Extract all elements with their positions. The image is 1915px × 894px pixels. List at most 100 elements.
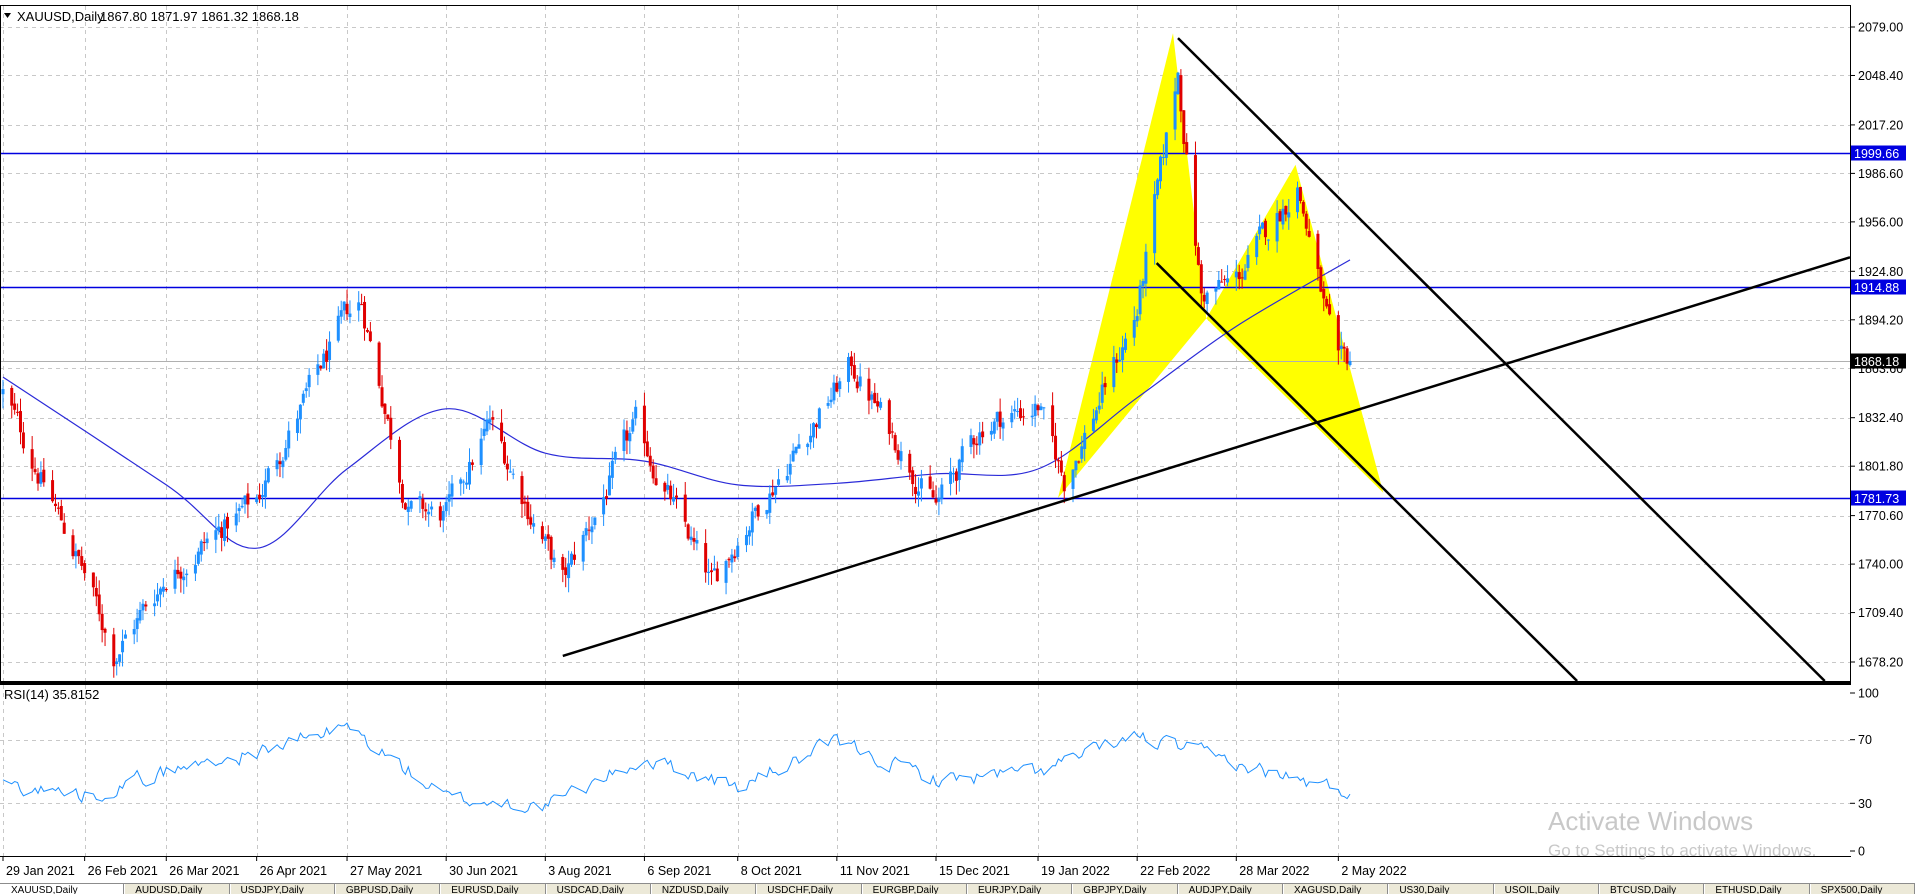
candle-body [919, 478, 923, 489]
candle-body [409, 501, 413, 509]
price-tick-label: 1924.80 [1858, 265, 1903, 279]
level-badge-label: 1914.88 [1854, 281, 1899, 295]
activation-watermark-subtitle: Go to Settings to activate Windows. [1548, 841, 1816, 860]
collapse-triangle-icon[interactable] [4, 13, 11, 18]
candle-body [185, 573, 189, 576]
time-tick-label: 27 May 2021 [350, 864, 422, 878]
candle-body [1016, 411, 1020, 413]
candle-body [1071, 469, 1075, 489]
candle-body [1237, 272, 1241, 280]
harmonic-pattern [1058, 33, 1384, 499]
rsi-line-path [2, 722, 1351, 814]
candle-body [890, 431, 894, 433]
rsi-panel[interactable] [0, 685, 1850, 856]
pattern-xab[interactable] [1058, 33, 1207, 499]
support-trendline[interactable] [562, 256, 1851, 658]
candle-body [500, 422, 504, 442]
chart-tab[interactable]: EURGBP,Daily [861, 884, 967, 894]
channel-lower-line[interactable] [1155, 262, 1578, 682]
chart-tab[interactable]: BTCUSD,Daily [1599, 884, 1705, 894]
candle-body [972, 438, 976, 445]
candle-body [488, 419, 492, 423]
candle-body [727, 558, 731, 561]
chart-tab[interactable]: ETHUSD,Daily [1704, 884, 1810, 894]
level-badge-label: 1999.66 [1854, 147, 1899, 161]
chart-tab[interactable]: GBPUSD,Daily [334, 884, 441, 894]
pattern-bcd[interactable] [1206, 164, 1384, 493]
price-panel[interactable] [0, 6, 1851, 682]
candle-body [1042, 407, 1046, 409]
chart-tab[interactable]: USDCHF,Daily [756, 884, 862, 894]
candle-body [462, 481, 466, 483]
candle-body [1153, 194, 1157, 254]
moving-average [2, 259, 1351, 549]
candle-body [360, 304, 364, 306]
candle-body [1182, 110, 1186, 145]
candle-body [21, 432, 25, 449]
candle-body [1097, 405, 1101, 410]
time-tick-label: 19 Jan 2022 [1041, 864, 1110, 878]
candle-body [733, 556, 737, 559]
candle-body [876, 401, 880, 407]
candle-body [1033, 403, 1037, 417]
candle-body [1164, 132, 1168, 158]
candle-body [817, 408, 821, 429]
candle-body [1319, 267, 1323, 292]
candle-body [832, 382, 836, 401]
chart-tab[interactable]: USOIL,Daily [1493, 884, 1600, 894]
candle-body [675, 495, 678, 498]
candle-body [115, 661, 119, 664]
candle-body [430, 506, 434, 510]
candle-body [628, 433, 632, 442]
chart-tab[interactable]: USDJPY,Daily [229, 884, 335, 894]
candle-body [193, 565, 197, 574]
price-tick-label: 2017.20 [1858, 118, 1903, 132]
candle-body [1083, 432, 1087, 449]
candle-body [540, 526, 544, 540]
candle-body [1205, 292, 1209, 305]
candle-body [992, 421, 996, 434]
candle-body [826, 403, 830, 406]
candle-body [581, 534, 585, 562]
candle-body [71, 535, 75, 557]
channel-upper-line[interactable] [1177, 37, 1826, 682]
candle-body [94, 587, 98, 597]
candle-body [389, 417, 393, 440]
chart-tab[interactable]: EURUSD,Daily [440, 884, 546, 894]
time-axis: 29 Jan 2021 26 Feb 2021 26 Mar 2021 26 Apr … [2, 856, 1407, 878]
candle-body [348, 313, 352, 318]
chart-tab[interactable]: NZDUSD,Daily [650, 884, 757, 894]
candle-body [642, 405, 646, 444]
candle-body [634, 406, 638, 419]
candle-body [1121, 347, 1125, 361]
candle-body [1261, 222, 1265, 229]
chart-tab[interactable]: USDCAD,Daily [545, 884, 651, 894]
rsi-tick-label: 0 [1858, 845, 1865, 859]
candle-body [307, 374, 311, 388]
candle-body [1202, 294, 1206, 302]
candle-body [1141, 281, 1145, 286]
candle-body [1263, 220, 1267, 238]
candle-body [319, 365, 323, 369]
candle-body [450, 483, 454, 497]
candle-body [141, 603, 145, 611]
time-tick-label: 26 Mar 2021 [169, 864, 239, 878]
candle-body [549, 536, 553, 560]
candle-body [16, 411, 20, 413]
candle-body [13, 403, 17, 410]
chart-tab[interactable]: XAGUSD,Daily [1282, 884, 1389, 894]
candle-body [1135, 316, 1139, 322]
chart-tab[interactable]: XAUUSD,Daily [0, 884, 125, 894]
candle-body [36, 473, 40, 484]
candle-body [1019, 408, 1023, 419]
chart-tab[interactable]: AUDUSD,Daily [124, 884, 230, 894]
rsi-header: RSI(14) 35.8152 [4, 687, 99, 702]
candle-body [1214, 288, 1218, 292]
chart-tab[interactable]: US30,Daily [1388, 884, 1494, 894]
chart-tab[interactable]: EURJPY,Daily [966, 884, 1073, 894]
chart-frame [0, 5, 1851, 683]
chart-tab[interactable]: GBPJPY,Daily [1072, 884, 1178, 894]
chart-tab[interactable]: AUDJPY,Daily [1177, 884, 1283, 894]
candle-body [240, 505, 244, 508]
candle-body [398, 439, 402, 483]
